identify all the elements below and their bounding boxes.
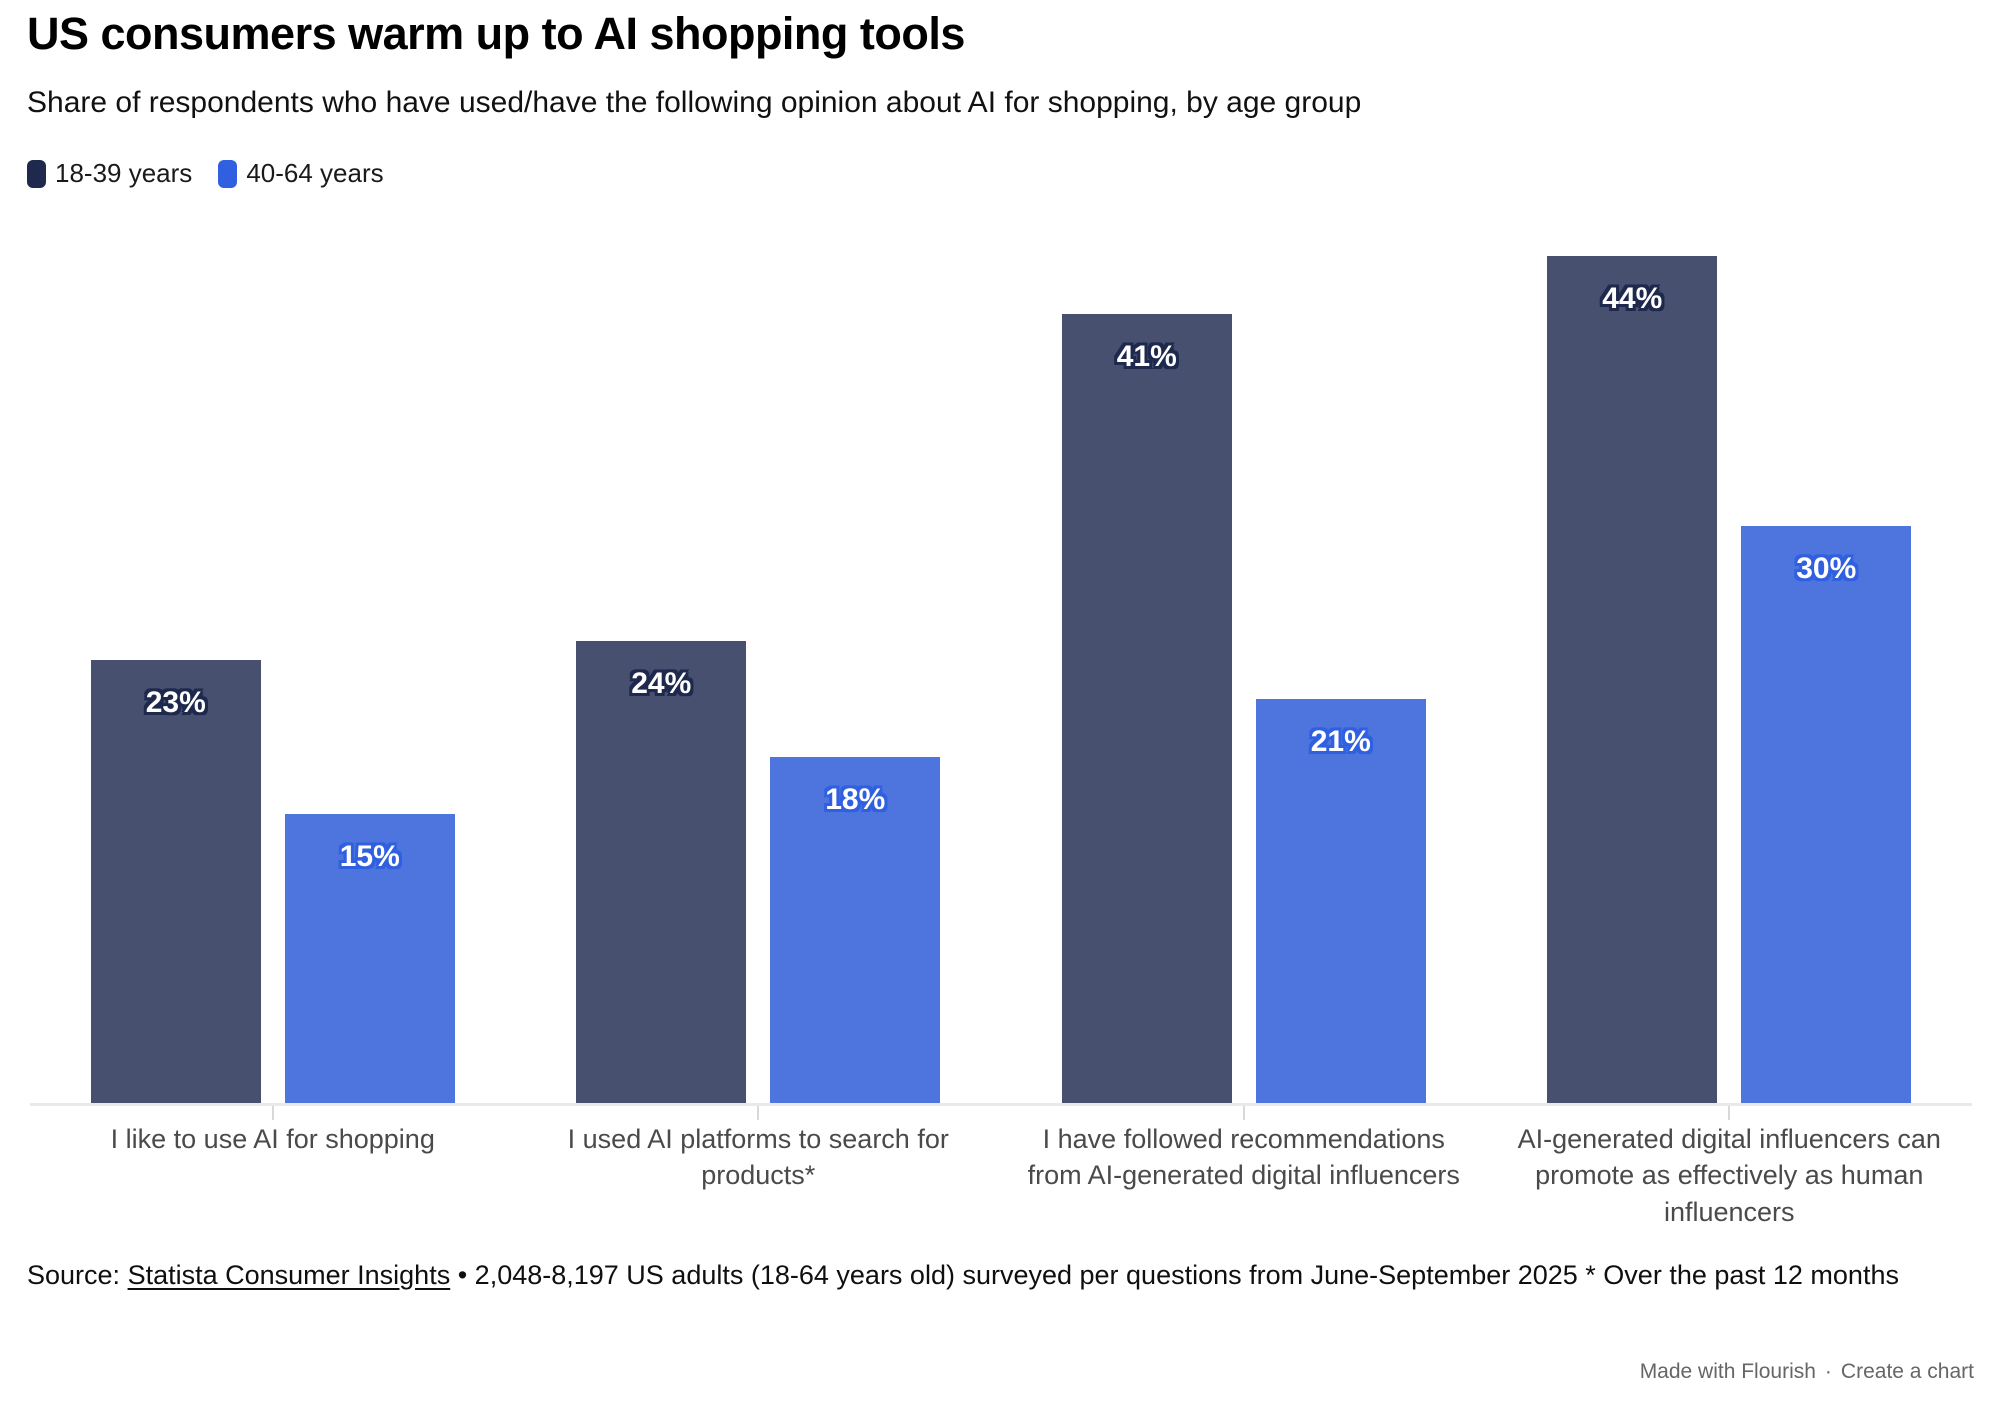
bar-40-64-years-cat4[interactable]: 30% xyxy=(1741,526,1912,1103)
category-label-cell: I like to use AI for shopping xyxy=(30,1121,516,1230)
category-label-cell: I have followed recommendations from AI-… xyxy=(1001,1121,1487,1230)
legend: 18-39 years 40-64 years xyxy=(27,158,384,189)
bar-18-39-years-cat2[interactable]: 24% xyxy=(576,641,747,1103)
x-axis-tick xyxy=(1242,1106,1245,1120)
bar-18-39-years-cat3[interactable]: 41% xyxy=(1061,314,1232,1103)
category-label: I have followed recommendations from AI-… xyxy=(1027,1124,1460,1191)
bar-value-label: 21% xyxy=(1310,725,1371,758)
bar-40-64-years-cat3[interactable]: 21% xyxy=(1255,699,1426,1103)
bar-value-label: 41% xyxy=(1116,340,1177,373)
bar-value-label: 23% xyxy=(145,686,206,719)
bar-value-label: 18% xyxy=(825,783,886,816)
legend-item-40-64-years[interactable]: 40-64 years xyxy=(218,158,384,189)
plot-area: 23% 15% 24% 18% 41% 21% 44% 30% xyxy=(30,218,1973,1120)
bar-18-39-years-cat4[interactable]: 44% xyxy=(1547,256,1718,1103)
bar-value-label: 24% xyxy=(631,667,692,700)
category-label-cell: I used AI platforms to search for produc… xyxy=(516,1121,1002,1230)
bar-40-64-years-cat2[interactable]: 18% xyxy=(770,757,941,1103)
create-a-chart-link[interactable]: Create a chart xyxy=(1840,1360,1974,1383)
bar-group-4: 44% 30% xyxy=(1487,218,1973,1120)
category-label: I like to use AI for shopping xyxy=(110,1124,435,1154)
flourish-credit: Made with Flourish · Create a chart xyxy=(1640,1360,1974,1384)
category-label: I used AI platforms to search for produc… xyxy=(567,1124,949,1191)
x-axis-tick xyxy=(271,1106,274,1120)
bar-value-label: 44% xyxy=(1602,282,1663,315)
x-axis-tick xyxy=(1728,1106,1731,1120)
bar-value-label: 15% xyxy=(339,840,400,873)
bar-40-64-years-cat1[interactable]: 15% xyxy=(284,814,455,1103)
bar-18-39-years-cat1[interactable]: 23% xyxy=(90,660,261,1103)
legend-item-18-39-years[interactable]: 18-39 years xyxy=(27,158,192,189)
legend-label: 18-39 years xyxy=(55,158,193,188)
bar-group-2: 24% 18% xyxy=(516,218,1002,1120)
category-label-cell: AI-generated digital influencers can pro… xyxy=(1487,1121,1973,1230)
legend-swatch xyxy=(27,159,46,188)
chart-title: US consumers warm up to AI shopping tool… xyxy=(27,8,965,59)
credit-separator: · xyxy=(1824,1360,1832,1383)
source-prefix: Source: xyxy=(27,1260,128,1290)
chart-subtitle: Share of respondents who have used/have … xyxy=(27,86,1362,119)
category-label: AI-generated digital influencers can pro… xyxy=(1517,1124,1941,1227)
source-note: Source: Statista Consumer Insights • 2,0… xyxy=(27,1256,1972,1295)
bar-value-label: 30% xyxy=(1796,552,1857,585)
legend-swatch xyxy=(218,159,238,188)
legend-label: 40-64 years xyxy=(246,158,384,188)
made-with-flourish-link[interactable]: Made with Flourish xyxy=(1639,1360,1816,1383)
bar-chart: 23% 15% 24% 18% 41% 21% 44% 30% I like to use A… xyxy=(30,218,1972,1230)
x-axis-labels: I like to use AI for shopping I used AI p… xyxy=(30,1121,1972,1230)
source-text: • 2,048-8,197 US adults (18-64 years old… xyxy=(450,1260,1899,1290)
x-axis-line xyxy=(30,1103,1972,1106)
bar-group-1: 23% 15% xyxy=(30,218,516,1120)
bar-group-3: 41% 21% xyxy=(1001,218,1487,1120)
x-axis-tick xyxy=(757,1106,760,1120)
source-link[interactable]: Statista Consumer Insights xyxy=(127,1260,451,1290)
